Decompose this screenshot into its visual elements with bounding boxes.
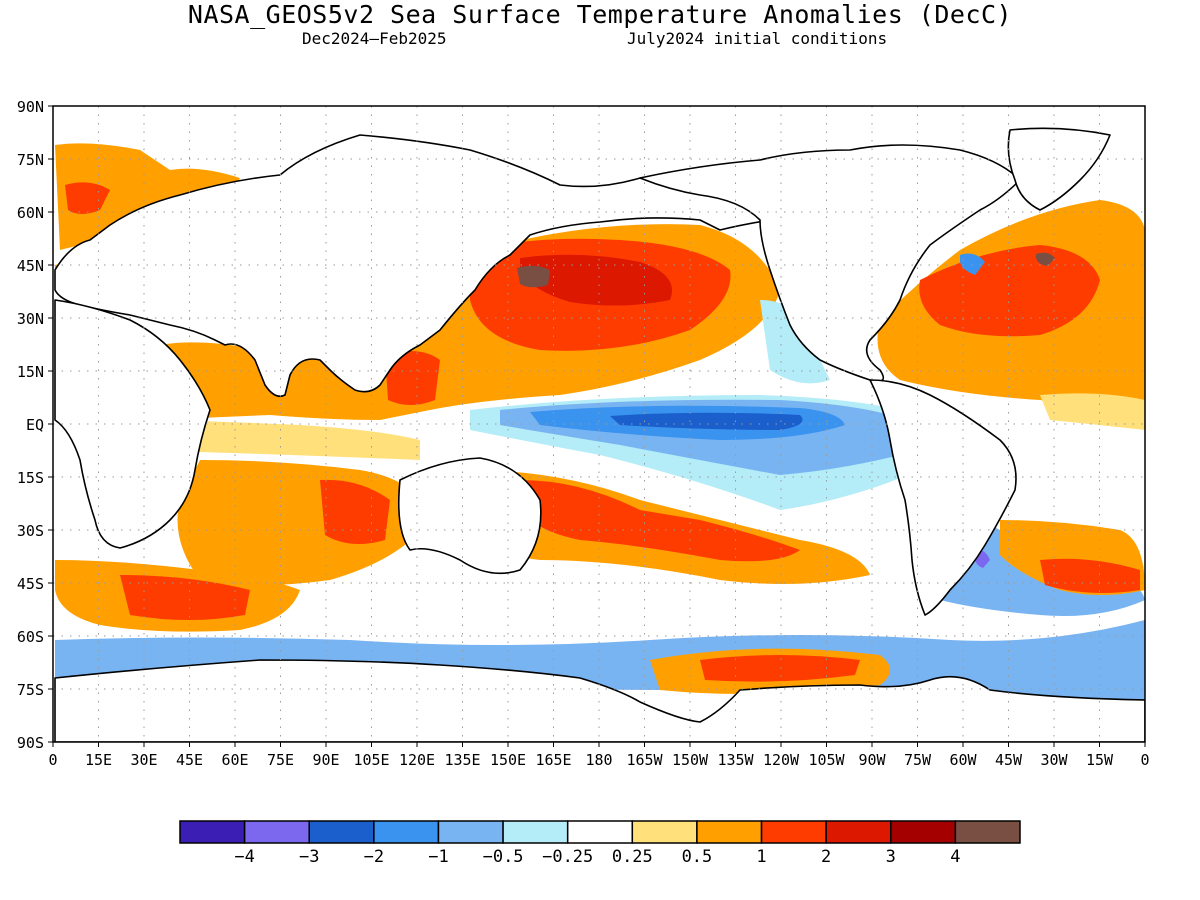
colorbar-swatch: [631, 820, 698, 844]
latitude-label: 15S: [17, 469, 44, 487]
initial-conditions: July2024 initial conditions: [627, 29, 888, 48]
longitude-label: 120E: [399, 751, 435, 769]
south-pacific-strong: [520, 480, 800, 562]
colorbar-label: 2: [821, 847, 831, 867]
longitude-label: 0: [1140, 751, 1149, 769]
latitude-label: 60S: [17, 628, 44, 646]
latitude-label: 75S: [17, 681, 44, 699]
latitude-label: 15N: [17, 363, 44, 381]
eq-pacific-coldest: [610, 412, 803, 430]
colorbar-label: 1: [756, 847, 766, 867]
longitude-label: 30E: [130, 751, 157, 769]
longitude-label: 135W: [717, 751, 754, 769]
longitude-label: 75W: [904, 751, 932, 769]
colorbar-label: −2: [364, 847, 384, 867]
arctic-strong-patch: [65, 182, 110, 214]
latitude-label: 45S: [17, 575, 44, 593]
southern-ocean-strong: [120, 575, 250, 620]
colorbar-label: −1: [428, 847, 448, 867]
longitude-label: 150W: [672, 751, 709, 769]
ross-sea-strong: [700, 655, 860, 682]
forecast-period: Dec2024—Feb2025: [302, 29, 447, 48]
colorbar-swatch: [502, 820, 569, 844]
colorbar-swatch: [566, 820, 634, 844]
east-pacific-cool: [760, 300, 830, 384]
latitude-label: 30S: [17, 522, 44, 540]
latitude-label: 30N: [17, 310, 44, 328]
latitude-label: 75N: [17, 151, 44, 169]
antarctica-outline: [54, 659, 1145, 742]
longitude-labels: 0 15E 30E 45E 60E 75E 90E 105E 120E 135E 150E 165E 1…: [48, 742, 1150, 769]
arctic-warm-patch: [55, 143, 240, 250]
longitude-label: 45E: [176, 751, 203, 769]
map-field: [53, 106, 1145, 742]
north-america-outline: [639, 144, 1021, 383]
graticule: [53, 106, 1145, 742]
colorbar: −4 −3 −2 −1 −0.5 −0.25 0.25 0.5 1 2 3 4: [179, 820, 1021, 867]
north-pacific-very-strong: [520, 254, 672, 306]
colorbar-label: −3: [299, 847, 319, 867]
longitude-label: 180: [585, 751, 612, 769]
longitude-label: 75E: [267, 751, 294, 769]
colorbar-swatch: [179, 820, 246, 844]
longitude-label: 30W: [1040, 751, 1068, 769]
longitude-label: 105W: [808, 751, 845, 769]
labrador-cool: [960, 253, 985, 275]
africa-outline: [54, 299, 211, 549]
north-pacific-extreme: [517, 265, 550, 288]
colorbar-swatch: [308, 820, 375, 844]
latitude-label: 60N: [17, 204, 44, 222]
longitude-label: 60E: [221, 751, 248, 769]
longitude-label: 120W: [763, 751, 800, 769]
longitude-label: 90W: [858, 751, 886, 769]
latitude-labels: 90N 75N 60N 45N 30N 15N EQ 15S 30S 45S 60S 75S 90S: [17, 98, 53, 752]
gulf-guinea-warm: [1040, 393, 1145, 430]
colorbar-label: −0.25: [542, 847, 593, 867]
colorbar-label: 3: [886, 847, 896, 867]
longitude-label: 135E: [444, 751, 480, 769]
colorbar-swatch: [243, 820, 310, 844]
longitude-label: 165W: [626, 751, 663, 769]
south-atlantic-strong: [1040, 558, 1140, 594]
north-atlantic-extreme: [1036, 252, 1055, 266]
greenland-outline: [1007, 127, 1111, 211]
latitude-label: 90N: [17, 98, 44, 116]
continents: [54, 127, 1145, 742]
longitude-label: 15E: [85, 751, 112, 769]
colorbar-swatch: [696, 820, 763, 844]
colorbar-swatch: [373, 820, 440, 844]
colorbar-label: −4: [234, 847, 254, 867]
longitude-label: 45W: [995, 751, 1023, 769]
south-america-outline: [869, 379, 1017, 616]
colorbar-swatch: [954, 820, 1021, 844]
eurasia-outline: [54, 134, 771, 398]
colorbar-label: 0.5: [682, 847, 713, 867]
philippine-strong: [385, 351, 440, 405]
longitude-label: 15W: [1086, 751, 1114, 769]
colorbar-label: −0.5: [483, 847, 524, 867]
colorbar-swatch: [825, 820, 892, 844]
map-title: NASA_GEOS5v2 Sea Surface Temperature Ano…: [187, 0, 1013, 29]
longitude-label: 90E: [312, 751, 339, 769]
longitude-label: 0: [48, 751, 57, 769]
longitude-label: 105E: [353, 751, 389, 769]
latitude-label: 90S: [17, 734, 44, 752]
colorbar-swatch: [760, 820, 827, 844]
longitude-label: 150E: [490, 751, 526, 769]
colorbar-label: 0.25: [612, 847, 653, 867]
colorbar-swatch: [437, 820, 504, 844]
colorbar-label: 4: [950, 847, 960, 867]
colorbar-swatch: [890, 820, 957, 844]
longitude-label: 60W: [949, 751, 977, 769]
longitude-label: 165E: [535, 751, 571, 769]
latitude-label: 45N: [17, 257, 44, 275]
south-indian-strong: [320, 479, 390, 544]
latitude-label: EQ: [26, 416, 44, 434]
australia-outline: [397, 457, 542, 575]
